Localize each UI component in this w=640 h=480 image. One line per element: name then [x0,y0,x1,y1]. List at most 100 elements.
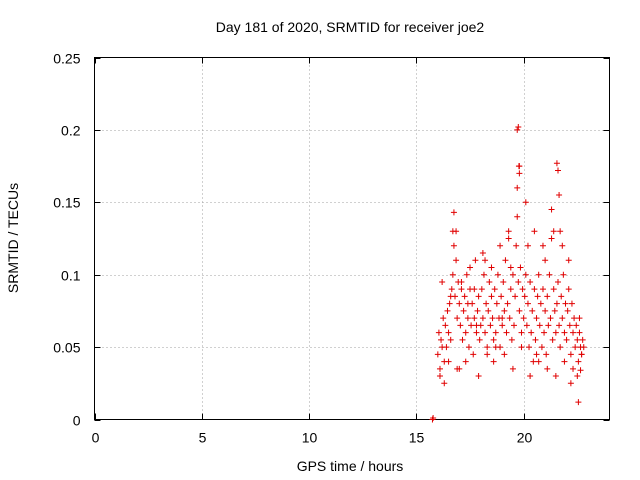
data-point [458,278,465,285]
data-point [572,344,579,351]
data-point [539,286,546,293]
data-point [436,365,443,372]
data-point [552,373,559,380]
data-point [476,336,483,343]
data-point [517,264,524,271]
data-point [507,286,514,293]
data-point [492,344,499,351]
data-point [561,358,568,365]
data-point [468,322,475,329]
data-points [429,124,587,423]
data-point [447,336,454,343]
x-tick-labels: 0 5 10 15 20 [92,430,533,446]
data-point [535,271,542,278]
data-point [577,367,584,374]
y-tick-label: 0.05 [53,340,80,356]
data-point [450,242,457,249]
data-point [522,271,529,278]
data-point [505,228,512,235]
data-point [559,242,566,249]
data-point [514,126,521,133]
data-point [486,278,493,285]
data-point [566,322,573,329]
data-point [434,351,441,358]
data-point [441,380,448,387]
data-point [547,315,554,322]
data-point [537,300,544,307]
data-point [498,293,505,300]
data-point [579,336,586,343]
data-point [541,329,548,336]
y-tick-label: 0.1 [61,268,81,284]
data-point [514,184,521,191]
y-tick-label: 0.15 [53,195,80,211]
data-point [492,329,499,336]
data-point [533,315,540,322]
data-point [485,307,492,314]
data-point [529,307,536,314]
data-point [575,358,582,365]
data-point [483,300,490,307]
data-point [458,286,465,293]
data-point [474,307,481,314]
data-point [471,286,478,293]
data-point [499,315,506,322]
data-point [465,344,472,351]
data-point [523,322,530,329]
data-point [522,199,529,206]
data-point [504,300,511,307]
data-point [475,293,482,300]
data-point [545,322,552,329]
data-point [557,344,564,351]
data-point [430,415,437,422]
data-point [536,322,543,329]
x-tick-label: 10 [302,430,318,446]
data-point [457,322,464,329]
data-point [515,278,522,285]
data-point [446,300,453,307]
data-point [555,278,561,285]
data-point [558,293,565,300]
data-point [473,322,480,329]
data-point [578,351,585,358]
data-point [560,271,567,278]
data-point [576,329,583,336]
data-point [573,322,580,329]
data-point [538,344,545,351]
data-point [531,228,538,235]
data-point [450,209,457,216]
data-point [544,365,551,372]
data-point [519,286,526,293]
data-point [488,264,495,271]
data-point [531,286,538,293]
y-tick-label: 0.2 [61,123,81,139]
data-point [539,242,546,249]
data-point [564,307,571,314]
data-point [524,242,531,249]
data-point [527,278,534,285]
data-point [556,192,563,199]
data-point [506,315,513,322]
data-point [460,307,467,314]
data-point [515,163,522,170]
data-point [549,336,556,343]
data-point [518,329,525,336]
axis-ticks [94,57,610,421]
data-point [436,373,443,380]
data-point [550,228,557,235]
data-point [552,329,559,336]
data-point [445,358,452,365]
y-axis-title: SRMTID / TECUs [5,183,21,293]
data-point [462,358,469,365]
data-point [429,416,436,423]
data-point [509,365,516,372]
data-point [555,167,561,174]
data-point [562,300,569,307]
y-tick-label: 0.25 [53,51,80,67]
data-point [500,278,507,285]
data-point [502,257,509,264]
data-point [543,351,550,358]
data-point [479,249,486,256]
data-point [505,235,512,242]
